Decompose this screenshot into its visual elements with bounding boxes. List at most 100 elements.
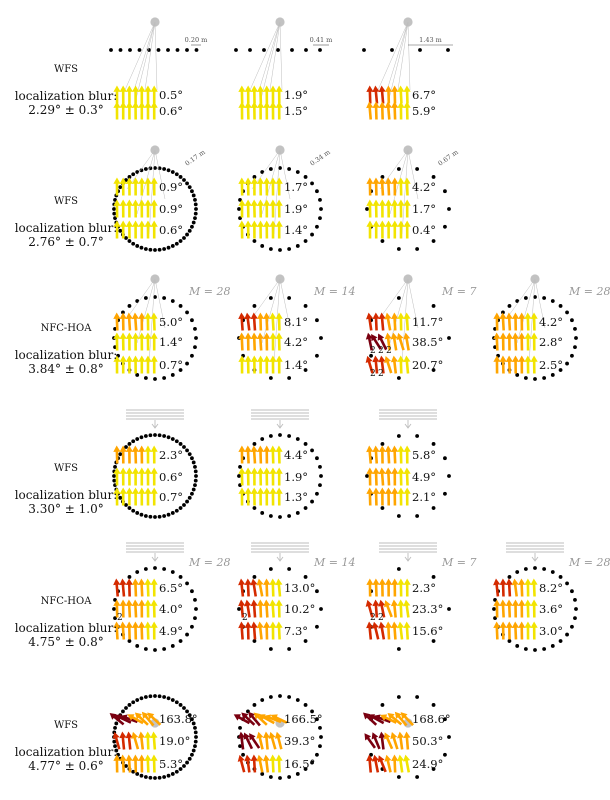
perceived-direction-arrow — [131, 445, 140, 464]
loudspeaker — [570, 624, 574, 629]
loudspeaker — [182, 445, 186, 449]
perceived-direction-arrow — [390, 85, 399, 104]
loudspeaker — [143, 514, 148, 518]
perceived-direction-arrow — [150, 599, 159, 618]
loudspeaker — [114, 748, 119, 753]
localization-value: 168.6° — [412, 712, 451, 726]
perceived-direction-arrow — [144, 487, 152, 506]
loudspeaker — [380, 506, 385, 510]
perceived-direction-arrow — [403, 199, 411, 218]
perceived-direction-arrow — [263, 199, 271, 218]
loudspeaker — [166, 48, 170, 52]
loudspeaker — [178, 506, 183, 510]
perceived-direction-arrow — [397, 355, 405, 374]
loudspeaker — [507, 304, 512, 308]
perceived-direction-arrow — [125, 101, 134, 120]
loudspeaker — [365, 207, 369, 211]
loudspeaker — [193, 464, 197, 469]
localization-value: 50.3° — [412, 734, 443, 748]
blur-value: 3.30° ± 1.0° — [28, 502, 104, 516]
localization-value: 1.9° — [284, 88, 308, 102]
loudspeaker — [166, 696, 171, 701]
sound-ray — [387, 21, 409, 104]
loudspeaker — [574, 336, 578, 340]
panel: 0.20 m 0.5° 0.6° — [109, 17, 207, 120]
sound-ray — [249, 21, 281, 91]
perceived-direction-arrow — [378, 177, 387, 196]
loudspeaker — [533, 648, 537, 652]
loudspeaker — [252, 239, 257, 243]
perceived-direction-arrow — [403, 220, 411, 239]
loudspeaker — [153, 776, 157, 780]
loudspeaker — [515, 644, 520, 648]
perceived-direction-arrow — [244, 578, 253, 597]
loudspeaker — [252, 175, 257, 179]
loudspeaker — [109, 48, 113, 52]
perceived-direction-arrow — [269, 578, 277, 597]
perceived-direction-arrow — [403, 487, 411, 506]
loudspeaker — [443, 224, 447, 229]
perceived-direction-arrow — [255, 753, 266, 774]
loudspeaker — [238, 464, 242, 469]
loudspeaker — [303, 304, 308, 308]
loudspeaker — [193, 739, 198, 744]
loudspeaker — [131, 700, 136, 705]
perceived-direction-arrow — [243, 312, 253, 331]
loudspeaker — [128, 48, 132, 52]
perceived-direction-arrow — [390, 621, 400, 640]
loudspeaker — [194, 474, 198, 478]
perceived-direction-arrow — [138, 467, 146, 486]
perceived-direction-arrow — [403, 312, 412, 331]
loudspeaker — [573, 616, 577, 621]
perceived-direction-arrow — [249, 578, 260, 597]
loudspeaker — [185, 181, 189, 186]
plane-wave-direction-icon — [151, 556, 159, 562]
loudspeaker — [542, 567, 547, 571]
perceived-direction-arrow — [378, 487, 387, 506]
perceived-direction-arrow — [492, 578, 502, 597]
loudspeaker — [131, 241, 136, 246]
loudspeaker — [118, 495, 123, 500]
perceived-direction-arrow — [138, 101, 146, 120]
loudspeaker — [268, 167, 273, 171]
loudspeaker — [170, 170, 175, 174]
loudspeaker — [135, 299, 140, 303]
loudspeaker — [190, 752, 194, 757]
loudspeaker — [178, 767, 183, 771]
loudspeaker — [162, 647, 167, 651]
loudspeaker — [175, 48, 180, 52]
row-label-5: NFC-HOA localization blur: 4.75° ± 0.8° — [6, 596, 126, 649]
subscript-label: 2 — [370, 346, 376, 356]
loudspeaker — [170, 244, 175, 248]
perceived-direction-arrow — [391, 177, 399, 196]
loudspeaker — [193, 469, 198, 474]
perceived-direction-arrow — [397, 101, 405, 120]
loudspeaker — [170, 437, 175, 441]
loudspeaker — [193, 730, 198, 735]
perceived-direction-arrow — [244, 621, 252, 640]
loudspeaker — [523, 567, 528, 571]
loudspeaker — [558, 639, 563, 643]
perceived-direction-arrow — [256, 445, 265, 464]
panel: 2.3° 0.6° 0.7° — [112, 409, 198, 519]
loudspeaker — [190, 189, 194, 194]
loudspeaker — [153, 248, 157, 252]
loudspeaker — [124, 236, 128, 240]
perceived-direction-arrow — [263, 445, 271, 464]
loudspeaker — [238, 744, 242, 749]
perceived-direction-arrow — [244, 220, 252, 239]
localization-value: 1.4° — [284, 358, 308, 372]
perceived-direction-arrow — [269, 220, 277, 239]
panel: M = 28 8.2° 3.6° 3.0° — [492, 542, 610, 652]
loudspeaker — [278, 776, 282, 780]
perceived-direction-arrow — [125, 578, 134, 597]
localization-value: 4.9° — [412, 470, 436, 484]
loudspeaker — [447, 474, 451, 478]
perceived-direction-arrow — [499, 599, 508, 618]
panel: 0.67 m4.2° 1.7° 0.4° — [365, 145, 460, 251]
loudspeaker — [295, 244, 300, 248]
loudspeaker — [194, 48, 199, 52]
loudspeaker — [190, 717, 194, 722]
perceived-direction-arrow — [125, 312, 134, 331]
sound-ray — [148, 149, 156, 235]
